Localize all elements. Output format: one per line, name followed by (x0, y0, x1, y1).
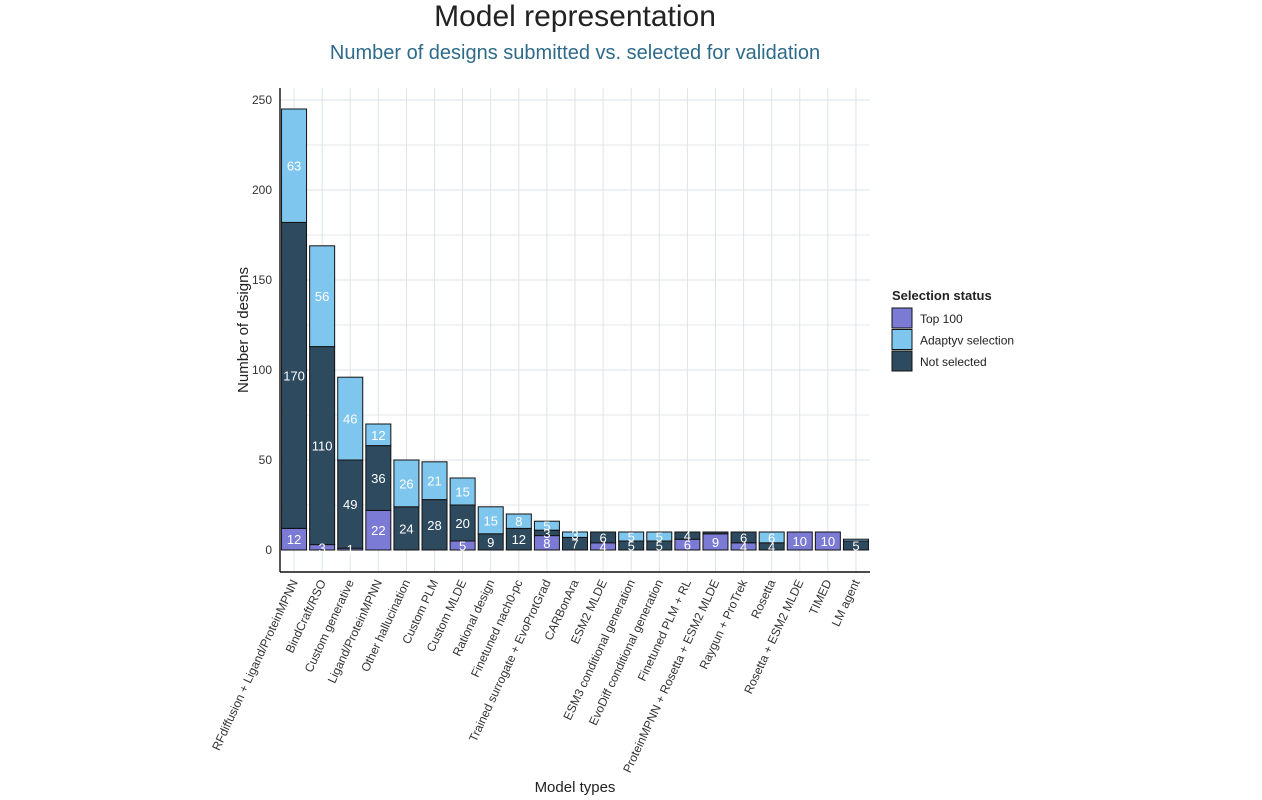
bar-value-label: 22 (371, 523, 385, 538)
bar-value-label: 56 (315, 289, 329, 304)
bar-value-label: 6 (684, 538, 691, 553)
legend-items: Top 100 Adaptyv selection Not selected (891, 307, 1014, 372)
bar-value-label: 36 (371, 471, 385, 486)
bar-adaptyv-selection (646, 531, 673, 542)
bar-value-label: 28 (427, 518, 441, 533)
bar-not-selected (590, 531, 617, 544)
bar-adaptyv-selection (477, 506, 504, 535)
y-tick-label: 100 (252, 363, 272, 377)
x-axis-ticks: RFdiffusion + Ligand/ProteinMPNNBindCraf… (209, 576, 863, 774)
bar-adaptyv-selection (421, 461, 448, 501)
bar-value-label: 5 (628, 530, 635, 545)
bar-value-label: 15 (455, 485, 469, 500)
bar-value-label: 4 (599, 539, 606, 554)
bar-value-label: 12 (371, 428, 385, 443)
bar-value-label: 110 (312, 439, 333, 454)
bar-adaptyv-selection (309, 245, 336, 348)
bar-value-label: 6 (768, 530, 775, 545)
bars (281, 108, 869, 551)
legend-swatch (891, 307, 913, 329)
bar-value-label: 12 (512, 532, 526, 547)
bar-value-label: 26 (399, 476, 413, 491)
bar-value-label: 4 (740, 539, 747, 554)
bar-value-label: 12 (287, 532, 301, 547)
bar-value-label: 1 (347, 542, 354, 557)
legend: Selection status Top 100 Adaptyv selectio… (891, 288, 1014, 372)
bar-value-label: 5 (628, 539, 635, 554)
chart-subtitle: Number of designs submitted vs. selected… (330, 42, 820, 64)
bar-value-label: 7 (571, 537, 578, 552)
bar-value-label: 63 (287, 159, 301, 174)
bar-value-label: 10 (793, 534, 807, 549)
bar-adaptyv-selection (533, 520, 560, 531)
bar-adaptyv-selection (393, 459, 420, 508)
bar-not-selected (730, 531, 757, 544)
bar-value-label: 5 (852, 539, 859, 554)
x-tick-label: TIMED (806, 577, 835, 617)
bar-value-label: 3 (319, 540, 326, 555)
legend-label: Top 100 (920, 312, 963, 326)
y-axis-title: Number of designs (235, 267, 252, 393)
legend-title: Selection status (892, 288, 992, 303)
bar-not-selected (393, 506, 420, 551)
bar-value-label: 9 (487, 535, 494, 550)
bar-value-label: 20 (455, 516, 469, 531)
bar-value-label: 8 (543, 536, 550, 551)
legend-label: Not selected (920, 355, 987, 369)
legend-label: Adaptyv selection (920, 334, 1014, 348)
chart-title: Model representation (434, 0, 716, 33)
bar-adaptyv-selection (562, 531, 588, 538)
y-tick-label: 0 (265, 543, 272, 557)
y-axis-ticks: 0 50 100 150 200 250 (252, 93, 272, 557)
bar-value-label: 3 (543, 526, 550, 541)
bar-top-100 (786, 531, 813, 551)
bar-value-label: 5 (656, 539, 663, 554)
legend-swatch (891, 350, 913, 372)
bar-value-label: 8 (515, 514, 522, 529)
y-tick-label: 150 (252, 273, 272, 287)
bar-not-selected (421, 499, 448, 551)
bar-value-label: 5 (656, 530, 663, 545)
bar-adaptyv-selection (618, 531, 645, 542)
y-tick-label: 250 (252, 93, 272, 107)
bar-not-selected (674, 531, 701, 540)
bar-value-label: 49 (343, 497, 357, 512)
bar-value-label: 24 (399, 521, 413, 536)
x-tick-label: Rosetta + ESM2 MLDE (741, 577, 806, 696)
bar-not-selected (309, 346, 336, 546)
bar-not-selected (702, 531, 729, 535)
bar-adaptyv-selection (758, 531, 785, 544)
y-tick-label: 50 (259, 453, 273, 467)
x-tick-label: RFdiffusion + Ligand/ProteinMPNN (209, 577, 301, 752)
x-tick-label: Rosetta (748, 577, 778, 621)
bar-value-label: 46 (343, 412, 357, 427)
bar-value-label: 4 (768, 539, 775, 554)
bar-value-label: 5 (543, 519, 550, 534)
bar-value-label: 9 (712, 535, 719, 550)
bar-value-label: 15 (483, 513, 497, 528)
bar-adaptyv-selection (281, 108, 308, 223)
bar-adaptyv-selection (842, 538, 869, 542)
bar-not-selected (449, 504, 476, 542)
x-axis-title: Model types (535, 779, 616, 796)
bar-adaptyv-selection (365, 423, 392, 447)
bar-value-label: 170 (283, 368, 305, 383)
y-tick-label: 200 (252, 183, 272, 197)
bar-labels: 1217063311056149462236122426282152015915… (283, 159, 859, 557)
bar-value-label: 6 (599, 530, 606, 545)
bar-adaptyv-selection (449, 477, 476, 506)
bar-value-label: 4 (684, 529, 691, 544)
bar-value-label: 21 (427, 474, 441, 489)
bar-not-selected (337, 459, 364, 549)
bar-value-label: 6 (740, 530, 747, 545)
bar-value-label: 10 (821, 534, 835, 549)
bar-value-label: 5 (459, 539, 466, 554)
legend-swatch (891, 329, 913, 350)
bar-adaptyv-selection (505, 513, 532, 529)
bar-value-label: 3 (571, 528, 578, 543)
bar-adaptyv-selection (337, 376, 364, 461)
bar-top-100 (814, 531, 841, 551)
